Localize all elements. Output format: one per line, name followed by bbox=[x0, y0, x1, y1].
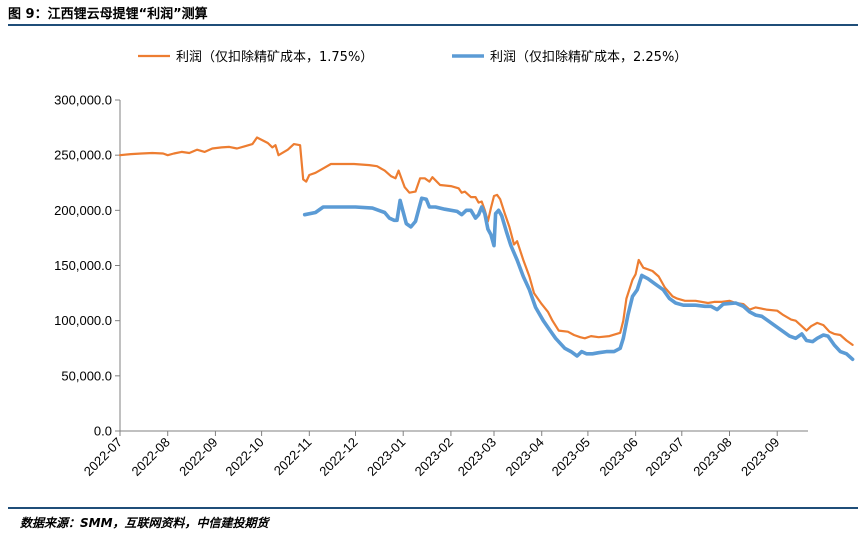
y-axis: 0.0 50,000.0 100,000.0 150,000.0 200,000.0 25… bbox=[54, 93, 121, 439]
x-tick-label: 2022-09 bbox=[176, 435, 220, 479]
y-tick-label: 250,000.0 bbox=[54, 148, 112, 163]
data-source-note: 数据来源：SMM，互联网资料，中信建投期货 bbox=[20, 516, 269, 530]
x-tick-label: 2023-06 bbox=[596, 435, 640, 479]
x-tick-label: 2022-07 bbox=[81, 435, 125, 479]
x-tick-label: 2023-07 bbox=[643, 435, 687, 479]
y-tick-label: 150,000.0 bbox=[54, 258, 112, 273]
series-line-1-75pct bbox=[118, 136, 854, 346]
series-line-2-25pct bbox=[302, 196, 855, 362]
x-tick-label: 2023-03 bbox=[455, 435, 499, 479]
y-tick-label: 0.0 bbox=[94, 424, 112, 439]
bottom-divider bbox=[8, 507, 858, 509]
chart-legend: 利润（仅扣除精矿成本，1.75%） 利润（仅扣除精矿成本，2.25%） bbox=[138, 50, 687, 65]
y-tick-label: 100,000.0 bbox=[54, 313, 112, 328]
x-tick-label: 2023-05 bbox=[549, 435, 593, 479]
top-divider bbox=[8, 24, 858, 26]
x-tick-label: 2023-02 bbox=[412, 435, 456, 479]
x-tick-label: 2022-12 bbox=[316, 435, 360, 479]
series-layer bbox=[118, 136, 855, 362]
x-tick-label: 2023-04 bbox=[502, 435, 546, 479]
x-tick-label: 2023-09 bbox=[738, 435, 782, 479]
legend-label: 利润（仅扣除精矿成本，1.75%） bbox=[176, 50, 373, 65]
y-tick-label: 300,000.0 bbox=[54, 93, 112, 108]
x-tick-label: 2022-10 bbox=[222, 435, 266, 479]
legend-label: 利润（仅扣除精矿成本，2.25%） bbox=[490, 50, 687, 65]
x-tick-label: 2022-11 bbox=[271, 435, 315, 479]
line-chart: 利润（仅扣除精矿成本，1.75%） 利润（仅扣除精矿成本，2.25%） 0.0 50… bbox=[54, 50, 855, 479]
x-tick-label: 2022-08 bbox=[128, 435, 172, 479]
y-tick-label: 50,000.0 bbox=[61, 368, 112, 383]
x-tick-label: 2023-08 bbox=[690, 435, 734, 479]
x-axis: 2022-07 2022-08 2022-09 2022-10 2022-11 2022-… bbox=[81, 430, 808, 479]
y-tick-label: 200,000.0 bbox=[54, 203, 112, 218]
x-tick-label: 2023-01 bbox=[364, 435, 408, 479]
figure-title: 图 9：江西锂云母提锂“利润”测算 bbox=[8, 7, 208, 22]
